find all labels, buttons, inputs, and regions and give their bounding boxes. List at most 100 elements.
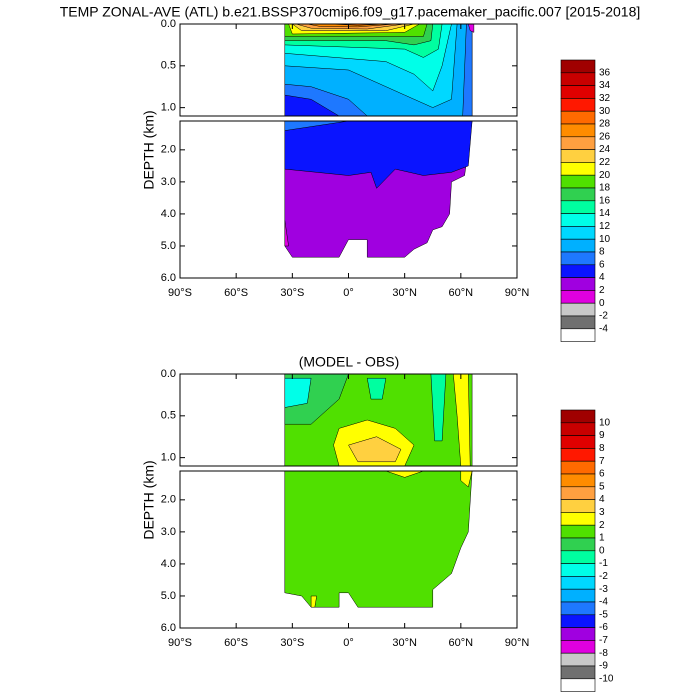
x-tick-label: 90°N — [505, 287, 530, 299]
contour-region — [284, 470, 473, 608]
colorbar-label: 6 — [599, 259, 605, 270]
colorbar-label: -4 — [599, 323, 608, 334]
y-tick-label: 6.0 — [161, 272, 176, 284]
colorbar-label: -3 — [599, 584, 608, 595]
colorbar-box — [560, 59, 596, 74]
y-tick-label: 0.0 — [161, 368, 176, 380]
colorbar-label: 9 — [599, 430, 605, 441]
y-tick-label: 1.0 — [161, 102, 176, 114]
colorbar-box — [560, 435, 596, 449]
x-tick-label: 60°N — [449, 637, 474, 649]
x-tick-label: 0° — [343, 637, 354, 649]
colorbar-box — [560, 640, 596, 654]
colorbar-box — [560, 72, 596, 86]
x-tick-label: 30°N — [392, 287, 417, 299]
colorbar-label: -9 — [599, 661, 608, 672]
colorbar-box — [560, 448, 596, 462]
colorbar-box — [560, 136, 596, 150]
colorbar-box — [560, 627, 596, 641]
colorbar-box — [560, 149, 596, 163]
colorbar-box — [560, 123, 596, 138]
colorbar-box — [560, 499, 596, 513]
colorbar-label: 16 — [599, 195, 611, 206]
x-tick-label: 0° — [343, 287, 354, 299]
x-tick-label: 30°S — [280, 287, 304, 299]
colorbar-label: 8 — [599, 443, 605, 454]
colorbar-label: -2 — [599, 311, 608, 322]
chart-1: TEMP ZONAL-AVE (ATL) b.e21.BSSP370cmip6.… — [60, 4, 641, 342]
colorbar-label: 0 — [599, 545, 605, 556]
colorbar-box — [560, 563, 596, 577]
colorbar-box — [560, 652, 596, 667]
y-tick-label: 6.0 — [161, 622, 176, 634]
x-tick-label: 30°N — [392, 637, 417, 649]
y-tick-label: 0.5 — [161, 60, 176, 72]
contour-region — [284, 377, 312, 408]
colorbar-label: -1 — [599, 558, 608, 569]
y-tick-label: 4.0 — [161, 208, 176, 220]
colorbar-label: 7 — [599, 456, 605, 467]
colorbar-box — [560, 550, 596, 564]
colorbar-box — [560, 537, 596, 552]
colorbar-label: 2 — [599, 520, 605, 531]
colorbar-label: 36 — [599, 67, 611, 78]
x-tick-label: 90°N — [505, 637, 530, 649]
y-axis-label: DEPTH (km) — [141, 460, 157, 539]
colorbar-box — [560, 98, 596, 112]
colorbar-box — [560, 226, 596, 240]
y-tick-label: 3.0 — [161, 176, 176, 188]
y-tick-label: 4.0 — [161, 558, 176, 570]
colorbar-box — [560, 665, 596, 680]
colorbar-label: 1 — [599, 533, 605, 544]
y-tick-label: 1.0 — [161, 452, 176, 464]
colorbar-label: 14 — [599, 208, 611, 219]
x-tick-label: 60°S — [224, 287, 248, 299]
colorbar-label: -8 — [599, 648, 608, 659]
colorbar-box — [560, 524, 596, 539]
colorbar-box — [560, 85, 596, 99]
y-tick-label: 0.0 — [161, 18, 176, 30]
y-tick-label: 5.0 — [161, 590, 176, 602]
colorbar-box — [560, 162, 596, 176]
colorbar-label: 8 — [599, 247, 605, 258]
colorbar-box — [560, 576, 596, 590]
colorbar-box — [560, 251, 596, 266]
contour-region — [310, 595, 317, 608]
chart-2: (MODEL - OBS)0.00.51.02.03.04.05.06.090°… — [141, 354, 614, 692]
colorbar-label: 12 — [599, 221, 611, 232]
chart-title: TEMP ZONAL-AVE (ATL) b.e21.BSSP370cmip6.… — [60, 4, 641, 20]
colorbar-box — [560, 588, 596, 603]
colorbar-label: 30 — [599, 106, 611, 117]
y-tick-label: 2.0 — [161, 144, 176, 156]
contour-region — [348, 436, 402, 463]
colorbar-label: 22 — [599, 157, 611, 168]
contour-region — [284, 120, 473, 189]
colorbar-label: 34 — [599, 80, 611, 91]
colorbar-box — [560, 238, 596, 253]
colorbar-label: 32 — [599, 93, 611, 104]
colorbar-box — [560, 328, 596, 342]
colorbar-label: 4 — [599, 494, 605, 505]
colorbar-label: 18 — [599, 183, 611, 194]
colorbar-label: 10 — [599, 234, 611, 245]
colorbar-box — [560, 460, 596, 475]
colorbar-box — [560, 302, 596, 317]
colorbar-box — [560, 315, 596, 330]
colorbar-label: 6 — [599, 469, 605, 480]
colorbar-label: -6 — [599, 622, 608, 633]
x-tick-label: 30°S — [280, 637, 304, 649]
x-tick-label: 90°S — [168, 637, 192, 649]
x-tick-label: 90°S — [168, 287, 192, 299]
colorbar-label: -4 — [599, 597, 608, 608]
colorbar-label: 10 — [599, 417, 611, 428]
colorbar-box — [560, 473, 596, 488]
colorbar-box — [560, 290, 596, 304]
colorbar-label: 2 — [599, 285, 605, 296]
colorbar-label: -2 — [599, 571, 608, 582]
colorbar-label: 4 — [599, 272, 605, 283]
colorbar-box — [560, 422, 596, 436]
colorbar-box — [560, 174, 596, 189]
y-tick-label: 3.0 — [161, 526, 176, 538]
colorbar-label: -5 — [599, 609, 608, 620]
